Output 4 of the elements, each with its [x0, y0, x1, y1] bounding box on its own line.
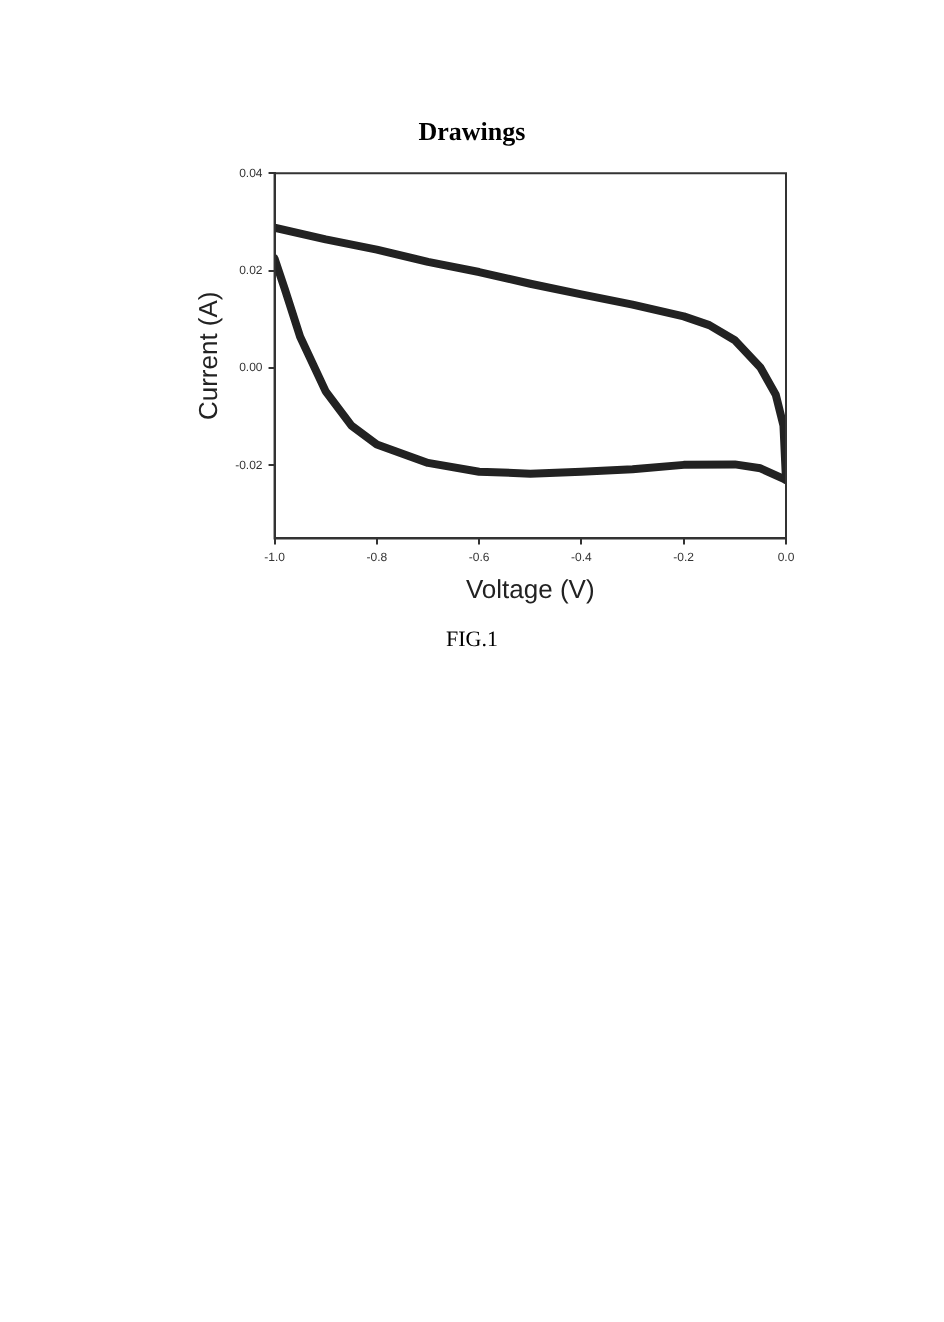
chart-title: Drawings	[416, 116, 528, 148]
x-axis-title: Voltage (V)	[465, 573, 595, 604]
caption: FIG.1	[444, 628, 500, 652]
y-axis-title: Current (A)	[192, 291, 223, 421]
